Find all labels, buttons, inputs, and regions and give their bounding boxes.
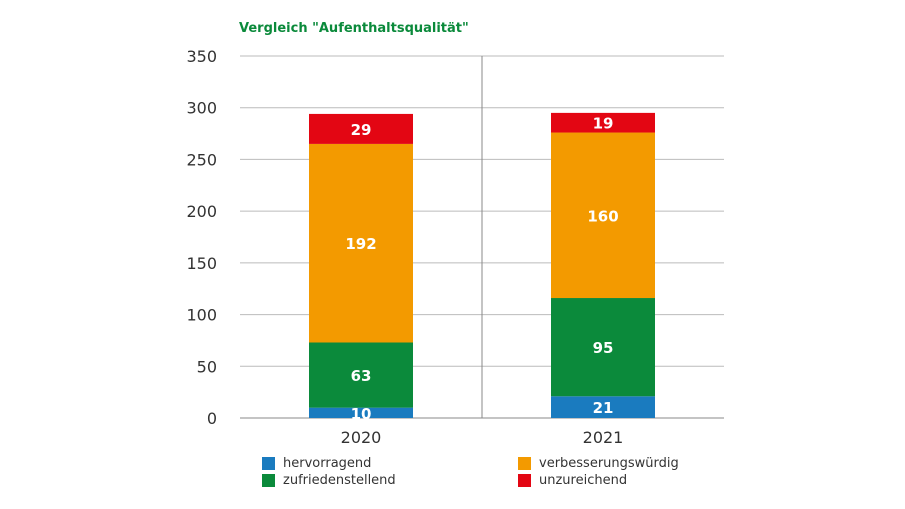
bar-segment	[551, 298, 655, 397]
bar-segment	[309, 342, 413, 408]
data-labels: 10 63 192 29 21 95 160 19	[345, 115, 618, 423]
data-label: 10	[351, 405, 372, 423]
legend-item: zufriedenstellend	[262, 473, 396, 488]
legend-label: zufriedenstellend	[283, 473, 396, 488]
bar-segment	[551, 132, 655, 299]
data-label: 21	[593, 399, 614, 417]
data-label: 29	[351, 121, 372, 139]
legend-swatch	[262, 474, 275, 487]
y-tick-label: 0	[207, 409, 217, 428]
y-tick-label: 100	[186, 306, 217, 325]
y-tick-label: 250	[186, 150, 217, 169]
legend-item: unzureichend	[518, 473, 627, 488]
bars	[309, 112, 655, 418]
x-tick-label: 2020	[341, 428, 382, 447]
data-label: 19	[593, 115, 614, 133]
chart-title: Vergleich "Aufenthaltsqualität"	[239, 21, 469, 36]
legend-label: hervorragend	[283, 456, 372, 471]
legend-swatch	[518, 457, 531, 470]
legend-swatch	[518, 474, 531, 487]
y-tick-label: 50	[197, 357, 217, 376]
legend-item: verbesserungswürdig	[518, 456, 679, 471]
data-label: 192	[345, 235, 376, 253]
bar-segment	[309, 143, 413, 343]
bar-segment	[551, 112, 655, 133]
y-tick-label: 150	[186, 254, 217, 273]
bar-segment	[309, 407, 413, 418]
axes: 0 50 100 150 200 250 300 350 2020 2021	[186, 47, 623, 447]
y-tick-label: 200	[186, 202, 217, 221]
y-tick-label: 350	[186, 47, 217, 66]
legend-swatch	[262, 457, 275, 470]
y-tick-label: 300	[186, 99, 217, 118]
data-label: 63	[351, 367, 372, 385]
legend-label: verbesserungswürdig	[539, 456, 679, 471]
bar-segment	[551, 396, 655, 418]
x-tick-label: 2021	[583, 428, 624, 447]
legend-label: unzureichend	[539, 473, 628, 488]
data-label: 160	[587, 207, 618, 225]
legend-item: hervorragend	[262, 456, 371, 471]
data-label: 95	[593, 339, 614, 357]
bar-segment	[309, 113, 413, 144]
